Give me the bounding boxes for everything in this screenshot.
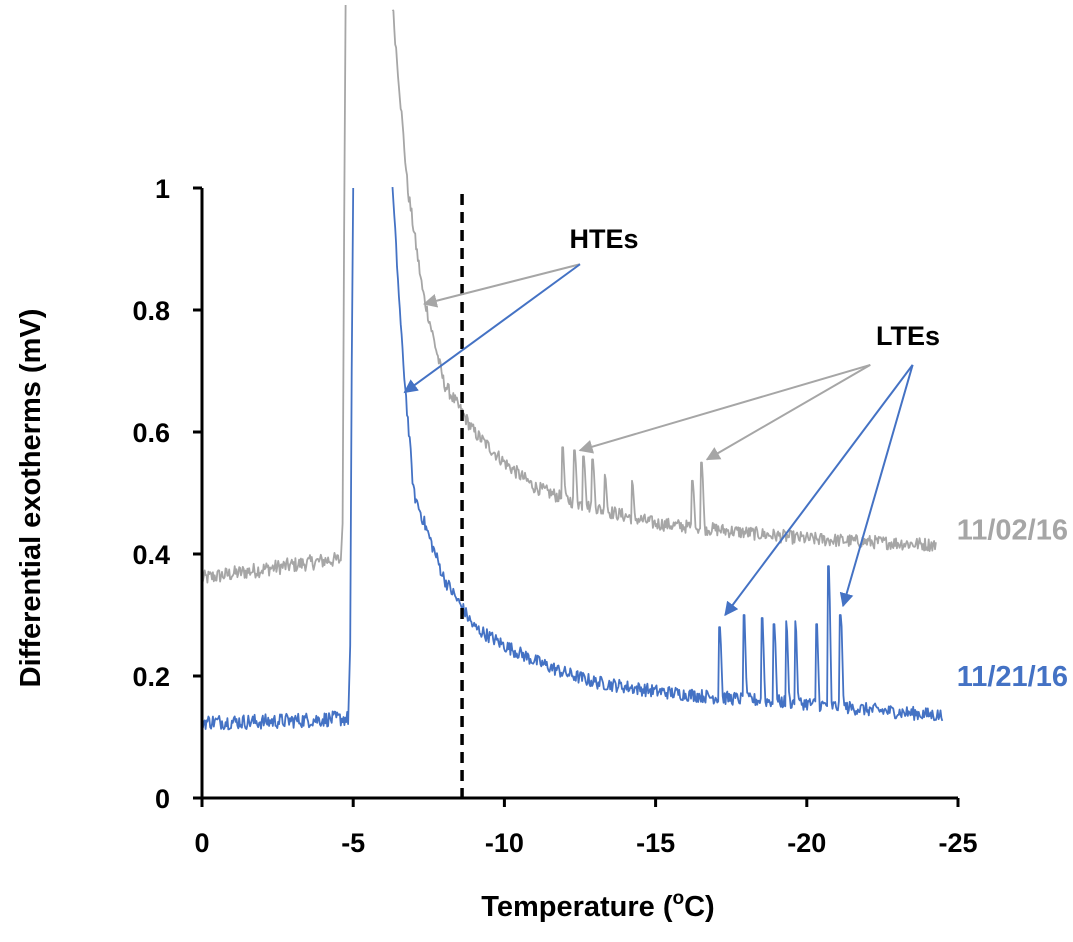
x-tick-label: -20 bbox=[787, 828, 826, 858]
y-tick-label: 1 bbox=[155, 174, 170, 204]
series-line-1-pre-peak bbox=[201, 4, 347, 584]
series-label-2: 11/21/16 bbox=[957, 661, 1068, 693]
annotation-htes: HTEs bbox=[569, 224, 638, 254]
axes-layer: 0 0.2 0.4 0.6 0.8 1 0 -5 -10 -15 -20 -25 bbox=[132, 174, 977, 858]
annotation-arrow-ltes-3 bbox=[724, 364, 914, 617]
series-line-1-post-peak bbox=[391, 9, 937, 552]
y-tick-label: 0.8 bbox=[132, 296, 170, 326]
series-label-1: 11/02/16 bbox=[957, 515, 1068, 547]
annotation-arrow-ltes-2 bbox=[705, 364, 871, 461]
x-tick-label: -10 bbox=[485, 828, 524, 858]
series-layer: 11/02/16 11/21/16 bbox=[201, 4, 1068, 731]
x-axis-title-unit: C) bbox=[684, 891, 715, 923]
x-tick-label: 0 bbox=[194, 828, 209, 858]
annotation-arrow-ltes-4 bbox=[839, 364, 914, 608]
x-axis-title-main: Temperature ( bbox=[481, 891, 673, 923]
x-tick-label: -25 bbox=[938, 828, 977, 858]
x-axis-title: Temperature (oC) bbox=[481, 888, 714, 923]
series-line-2-pre-peak bbox=[201, 187, 355, 731]
y-tick-label: 0.4 bbox=[132, 540, 170, 570]
annotation-layer: HTEs LTEs bbox=[403, 224, 940, 617]
annotation-ltes: LTEs bbox=[876, 321, 940, 351]
y-tick-label: 0.2 bbox=[132, 662, 170, 692]
y-axis-title: Differential exotherms (mV) bbox=[15, 309, 47, 688]
series-line-2-post-peak bbox=[391, 187, 944, 722]
y-tick-label: 0 bbox=[155, 784, 170, 814]
annotation-arrow-htes-1 bbox=[422, 263, 581, 308]
x-tick-label: -5 bbox=[341, 828, 365, 858]
annotation-arrow-ltes-1 bbox=[578, 363, 871, 454]
x-axis-title-degree: o bbox=[673, 888, 685, 909]
annotation-arrow-htes-2 bbox=[403, 263, 581, 394]
y-tick-label: 0.6 bbox=[132, 418, 170, 448]
x-tick-label: -15 bbox=[636, 828, 675, 858]
